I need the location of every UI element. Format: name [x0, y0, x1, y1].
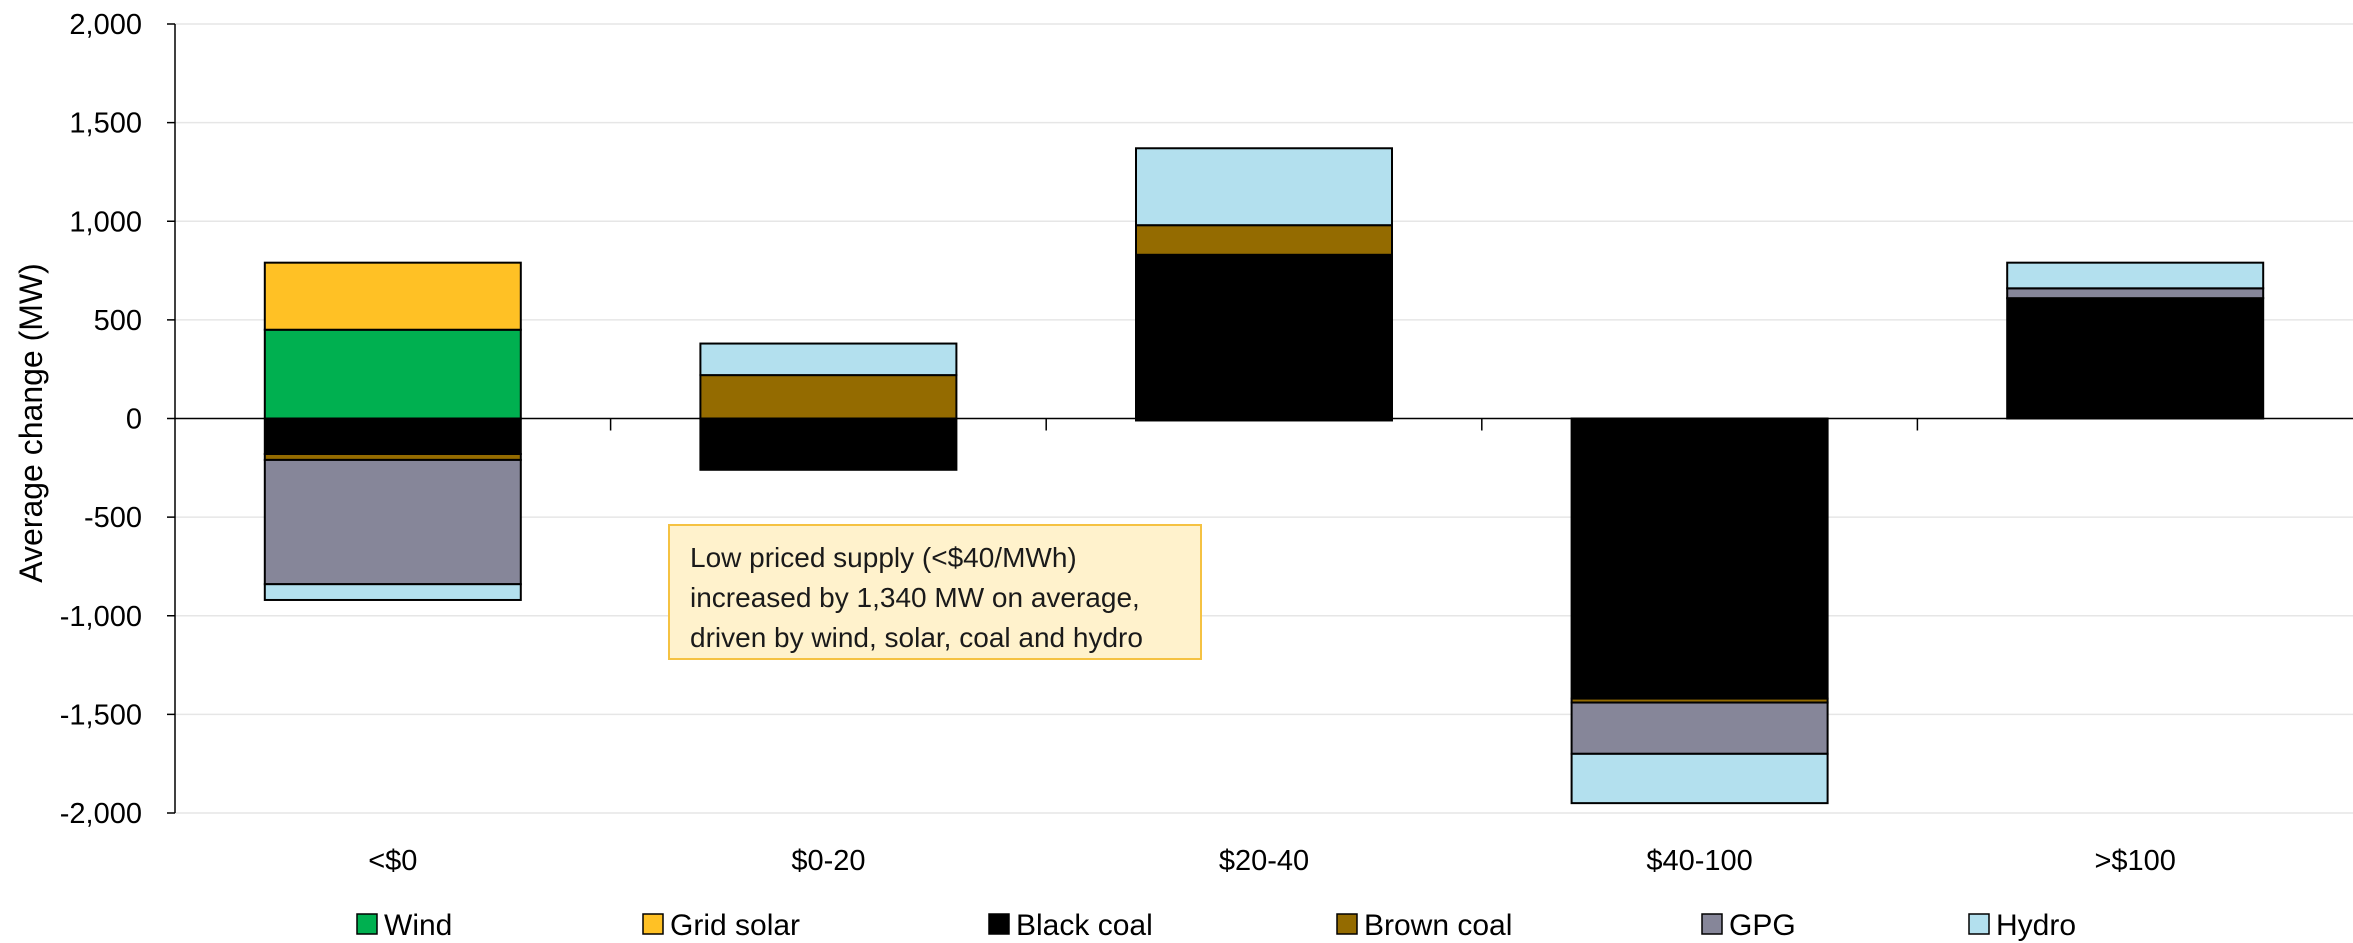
y-tick-label: 1,500	[69, 108, 142, 140]
legend-item: Wind	[356, 909, 452, 942]
legend-swatch	[1336, 913, 1358, 935]
bar-brown-coal	[699, 374, 958, 420]
x-tick-label: $40-100	[1646, 845, 1752, 877]
bar-black-coal	[1570, 417, 1829, 700]
legend-label: Brown coal	[1364, 909, 1512, 942]
bar-gpg	[1570, 701, 1829, 755]
bar-gpg	[2006, 287, 2265, 300]
legend-item: Hydro	[1968, 909, 2076, 942]
x-tick-label: $0-20	[791, 845, 865, 877]
bar-hydro	[699, 342, 958, 377]
bars	[263, 147, 2265, 805]
bar-grid-solar	[263, 261, 522, 331]
y-tick-label: -2,000	[60, 798, 142, 830]
legend-item: GPG	[1701, 909, 1796, 942]
bar-hydro	[2006, 261, 2265, 290]
y-tick-label: -1,000	[60, 601, 142, 633]
legend-swatch	[1701, 913, 1723, 935]
y-tick-label: -1,500	[60, 699, 142, 731]
legend-swatch	[356, 913, 378, 935]
bar-hydro	[263, 583, 522, 601]
legend-swatch	[988, 913, 1010, 935]
y-tick-label: -500	[84, 502, 142, 534]
bar-hydro	[1570, 752, 1829, 805]
bar-black-coal	[2006, 297, 2265, 420]
legend-label: Grid solar	[670, 909, 800, 942]
legend-label: Hydro	[1996, 909, 2076, 942]
y-tick-label: 0	[126, 404, 142, 436]
y-tick-label: 2,000	[69, 9, 142, 41]
legend-swatch	[642, 913, 664, 935]
y-tick-label: 500	[94, 305, 142, 337]
legend-swatch	[1968, 913, 1990, 935]
bar-hydro	[1135, 147, 1393, 227]
y-tick-label: 1,000	[69, 206, 142, 238]
bar-brown-coal	[1135, 224, 1393, 256]
x-tick-label: $20-40	[1219, 845, 1309, 877]
axes: 2,000 1,500 1,000 500 0 -500 -1,000 -1,500 -2,00…	[60, 9, 2353, 877]
bar-black-coal	[263, 417, 522, 456]
bar-black-coal	[699, 417, 958, 471]
bar-wind	[263, 328, 522, 420]
legend: Wind Grid solar Black coal Brown coal GPG Hyd…	[356, 909, 2076, 942]
annotation-box: Low priced supply (<$40/MWh) increased b…	[668, 524, 1202, 660]
legend-item: Grid solar	[642, 909, 800, 942]
legend-item: Black coal	[988, 909, 1153, 942]
legend-label: Wind	[384, 909, 452, 942]
y-axis-title: Average change (MW)	[13, 263, 49, 583]
legend-label: GPG	[1729, 909, 1796, 942]
x-tick-label: >$100	[2094, 845, 2175, 877]
bar-black-coal	[1135, 253, 1393, 420]
bar-gpg	[263, 458, 522, 586]
legend-item: Brown coal	[1336, 909, 1512, 942]
legend-label: Black coal	[1016, 909, 1153, 942]
x-tick-label: <$0	[368, 845, 417, 877]
